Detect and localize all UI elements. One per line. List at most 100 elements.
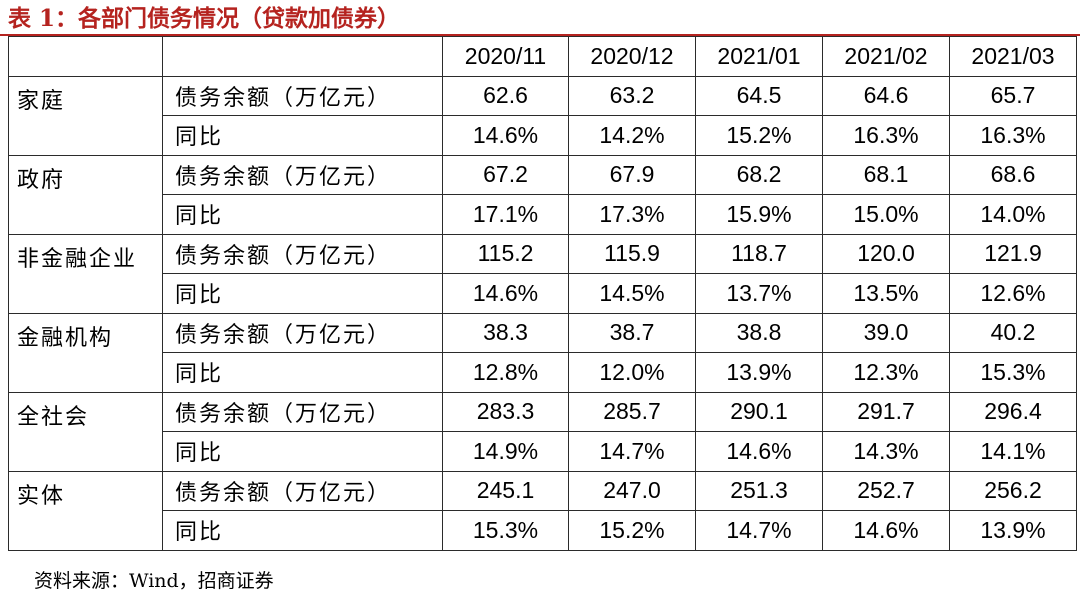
metric-label: 同比 [162, 352, 443, 393]
value-cell: 38.8 [695, 312, 823, 353]
value-cell: 14.7% [695, 510, 823, 551]
source-note: 资料来源：Wind，招商证券 [34, 570, 274, 592]
table-row: 政府 债务余额（万亿元） 67.2 67.9 68.2 68.1 68.6 [8, 154, 1077, 235]
metric-label: 同比 [162, 510, 443, 551]
value-cell: 247.0 [568, 470, 696, 511]
header-blank-sector [8, 36, 163, 77]
debt-table: 2020/11 2020/12 2021/01 2021/02 2021/03 … [8, 36, 1077, 551]
sector-label: 家庭 [8, 75, 163, 156]
value-cell: 65.7 [949, 75, 1077, 116]
table-row: 金融机构 债务余额（万亿元） 38.3 38.7 38.8 39.0 40.2 [8, 312, 1077, 393]
value-cell: 14.7% [568, 431, 696, 472]
value-cell: 67.9 [568, 154, 696, 195]
value-cell: 12.8% [442, 352, 569, 393]
value-cell: 14.6% [695, 431, 823, 472]
value-cell: 256.2 [949, 470, 1077, 511]
metric-label: 债务余额（万亿元） [162, 470, 443, 511]
value-cell: 120.0 [822, 233, 950, 274]
table-row: 全社会 债务余额（万亿元） 283.3 285.7 290.1 291.7 29… [8, 391, 1077, 472]
metric-label: 债务余额（万亿元） [162, 75, 443, 116]
value-cell: 115.9 [568, 233, 696, 274]
value-cell: 15.2% [568, 510, 696, 551]
value-cell: 14.3% [822, 431, 950, 472]
value-cell: 64.5 [695, 75, 823, 116]
value-cell: 12.6% [949, 273, 1077, 314]
value-cell: 68.6 [949, 154, 1077, 195]
value-cell: 118.7 [695, 233, 823, 274]
sector-label: 全社会 [8, 391, 163, 472]
table-row: 同比 12.8% 12.0% 13.9% 12.3% 15.3% [9, 352, 1077, 393]
metric-label: 债务余额（万亿元） [162, 312, 443, 353]
value-cell: 14.6% [442, 273, 569, 314]
value-cell: 15.3% [442, 510, 569, 551]
sector-label: 实体 [8, 470, 163, 551]
value-cell: 14.5% [568, 273, 696, 314]
value-cell: 17.3% [568, 194, 696, 235]
value-cell: 13.5% [822, 273, 950, 314]
value-cell: 14.1% [949, 431, 1077, 472]
value-cell: 245.1 [442, 470, 569, 511]
value-cell: 291.7 [822, 391, 950, 432]
sector-label: 政府 [8, 154, 163, 235]
column-header: 2021/02 [822, 36, 950, 77]
value-cell: 15.3% [949, 352, 1077, 393]
value-cell: 15.9% [695, 194, 823, 235]
value-cell: 285.7 [568, 391, 696, 432]
value-cell: 12.0% [568, 352, 696, 393]
value-cell: 290.1 [695, 391, 823, 432]
value-cell: 64.6 [822, 75, 950, 116]
value-cell: 15.0% [822, 194, 950, 235]
value-cell: 14.6% [442, 115, 569, 156]
value-cell: 16.3% [822, 115, 950, 156]
table-row: 同比 14.9% 14.7% 14.6% 14.3% 14.1% [9, 431, 1077, 472]
value-cell: 38.3 [442, 312, 569, 353]
value-cell: 38.7 [568, 312, 696, 353]
value-cell: 283.3 [442, 391, 569, 432]
table-row: 同比 14.6% 14.5% 13.7% 13.5% 12.6% [9, 273, 1077, 314]
value-cell: 121.9 [949, 233, 1077, 274]
value-cell: 62.6 [442, 75, 569, 116]
header-row: 2020/11 2020/12 2021/01 2021/02 2021/03 [8, 36, 1077, 77]
sector-label: 非金融企业 [8, 233, 163, 314]
value-cell: 14.0% [949, 194, 1077, 235]
value-cell: 252.7 [822, 470, 950, 511]
metric-label: 同比 [162, 273, 443, 314]
table-title: 表 1：各部门债务情况（贷款加债券） [8, 5, 401, 32]
column-header: 2021/03 [949, 36, 1077, 77]
metric-label: 债务余额（万亿元） [162, 154, 443, 195]
sector-label: 金融机构 [8, 312, 163, 393]
metric-label: 同比 [162, 115, 443, 156]
value-cell: 63.2 [568, 75, 696, 116]
column-header: 2021/01 [695, 36, 823, 77]
table-row: 同比 15.3% 15.2% 14.7% 14.6% 13.9% [9, 510, 1077, 551]
value-cell: 67.2 [442, 154, 569, 195]
value-cell: 13.9% [695, 352, 823, 393]
metric-label: 债务余额（万亿元） [162, 391, 443, 432]
column-header: 2020/12 [568, 36, 696, 77]
value-cell: 40.2 [949, 312, 1077, 353]
table-row: 同比 17.1% 17.3% 15.9% 15.0% 14.0% [9, 194, 1077, 235]
header-blank-metric [162, 36, 443, 77]
value-cell: 68.1 [822, 154, 950, 195]
value-cell: 14.9% [442, 431, 569, 472]
value-cell: 14.6% [822, 510, 950, 551]
metric-label: 债务余额（万亿元） [162, 233, 443, 274]
value-cell: 15.2% [695, 115, 823, 156]
title-rule [0, 34, 1080, 36]
value-cell: 14.2% [568, 115, 696, 156]
value-cell: 296.4 [949, 391, 1077, 432]
column-header: 2020/11 [442, 36, 569, 77]
metric-label: 同比 [162, 431, 443, 472]
table-row: 实体 债务余额（万亿元） 245.1 247.0 251.3 252.7 256… [8, 470, 1077, 551]
table-row: 家庭 债务余额（万亿元） 62.6 63.2 64.5 64.6 65.7 [8, 75, 1077, 156]
table-row: 非金融企业 债务余额（万亿元） 115.2 115.9 118.7 120.0 … [8, 233, 1077, 314]
value-cell: 251.3 [695, 470, 823, 511]
value-cell: 17.1% [442, 194, 569, 235]
value-cell: 12.3% [822, 352, 950, 393]
value-cell: 16.3% [949, 115, 1077, 156]
value-cell: 39.0 [822, 312, 950, 353]
value-cell: 115.2 [442, 233, 569, 274]
value-cell: 13.7% [695, 273, 823, 314]
table-row: 同比 14.6% 14.2% 15.2% 16.3% 16.3% [9, 115, 1077, 156]
